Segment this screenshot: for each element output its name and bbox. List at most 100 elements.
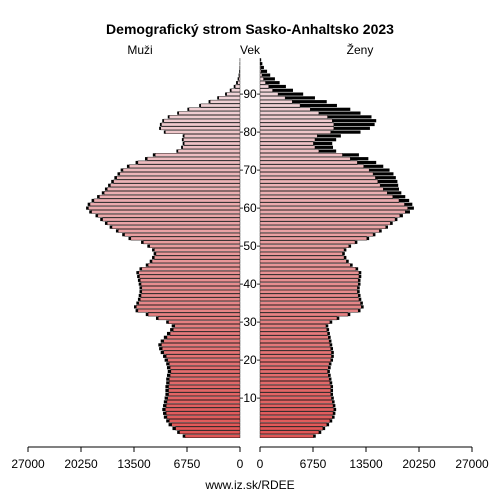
female-bar-age-75	[259, 149, 320, 153]
female-bar-age-82	[259, 122, 335, 127]
male-bar-age-52	[130, 236, 241, 241]
female-bar-age-68	[259, 175, 376, 180]
female-bar-age-20	[259, 358, 331, 362]
male-bar-age-66	[110, 183, 241, 188]
male-bar-age-19	[169, 362, 241, 366]
females-label: Ženy	[347, 42, 374, 57]
age-tick-label-70: 70	[243, 163, 257, 177]
female-bar-age-34	[259, 305, 362, 309]
male-bar-age-94	[238, 77, 241, 81]
male-bar-age-16	[169, 373, 241, 378]
female-excess-bar-age-90	[260, 92, 304, 96]
female-bar-age-89	[259, 96, 286, 100]
female-bar-age-95	[259, 73, 263, 77]
male-bar-age-36	[140, 297, 241, 302]
female-bar-age-43	[259, 270, 360, 275]
male-bar-age-4	[169, 419, 241, 423]
male-bar-age-51	[143, 240, 241, 245]
female-bar-age-48	[259, 251, 343, 256]
female-bar-age-9	[259, 400, 333, 404]
female-bar-age-84	[259, 115, 328, 119]
female-bar-age-63	[259, 194, 393, 199]
female-bar-age-32	[259, 312, 349, 317]
female-bar-age-62	[259, 198, 400, 203]
female-bar-age-57	[259, 217, 396, 222]
female-bar-age-15	[259, 377, 330, 381]
male-bar-age-35	[138, 301, 241, 305]
female-bar-age-7	[259, 407, 335, 412]
male-bar-age-12	[168, 388, 241, 393]
male-bar-age-90	[226, 92, 241, 96]
male-x-tick-label-2: 13500	[117, 457, 151, 471]
female-bar-age-74	[259, 153, 343, 157]
female-bar-age-21	[259, 354, 332, 359]
age-axis: 10 20 30 40 50 60 70 80 90	[240, 87, 260, 405]
male-bar-age-14	[169, 381, 241, 385]
female-excess-bar-age-94	[260, 77, 275, 81]
male-bar-age-74	[154, 153, 241, 157]
female-bar-age-67	[259, 179, 378, 184]
female-bar-age-2	[259, 426, 324, 431]
male-bar-age-80	[165, 130, 241, 134]
female-bar-age-44	[259, 267, 356, 271]
male-bar-age-33	[137, 308, 241, 313]
x-axis: 27000 20250 13500 6750 0 0 6750 13500 20250 27000	[11, 446, 489, 471]
male-bar-age-27	[169, 331, 241, 336]
male-bar-age-48	[155, 251, 241, 256]
male-bar-age-76	[182, 145, 241, 150]
female-bar-age-83	[259, 118, 333, 123]
male-bar-age-87	[200, 103, 241, 108]
males-label: Muži	[127, 43, 152, 57]
female-bar-age-29	[259, 324, 327, 328]
female-bar-age-73	[259, 156, 351, 161]
female-bar-age-52	[259, 236, 367, 241]
male-bar-age-91	[231, 88, 241, 93]
male-bar-age-42	[139, 274, 241, 279]
male-bar-age-6	[165, 411, 241, 416]
female-bar-age-27	[259, 331, 328, 336]
male-bar-age-10	[167, 396, 241, 400]
male-bar-age-68	[116, 175, 241, 180]
female-excess-bar-age-88	[260, 100, 327, 104]
female-bar-age-28	[259, 327, 327, 332]
male-bar-age-15	[169, 377, 241, 381]
male-bar-age-38	[141, 289, 241, 294]
female-bar-age-59	[259, 210, 406, 214]
female-x-tick-label-3: 20250	[402, 457, 436, 471]
female-bar-age-97	[259, 65, 261, 70]
female-bar-age-14	[259, 381, 331, 385]
male-bar-age-95	[239, 73, 241, 77]
male-bar-age-93	[237, 80, 241, 85]
male-bar-age-59	[91, 210, 241, 214]
female-bar-age-70	[259, 168, 370, 172]
female-bar-age-16	[259, 373, 329, 378]
female-bar-age-50	[259, 244, 349, 248]
male-bar-age-69	[119, 172, 241, 176]
chart-title: Demografický strom Sasko-Anhaltsko 2023	[106, 21, 394, 37]
female-bar-age-31	[259, 316, 338, 321]
female-bar-age-66	[259, 183, 381, 188]
female-bar-age-76	[259, 145, 316, 150]
female-bar-age-72	[259, 160, 358, 165]
male-bar-age-5	[166, 415, 241, 419]
male-bar-age-1	[179, 430, 241, 435]
male-bar-age-41	[140, 278, 241, 283]
male-bar-age-20	[167, 358, 241, 362]
female-bar-age-41	[259, 278, 359, 283]
female-excess-bar-age-93	[260, 81, 280, 85]
footer-source: www.iz.sk/RDEE	[204, 478, 294, 492]
female-excess-bar-age-97	[260, 65, 264, 70]
male-bar-age-54	[118, 229, 241, 233]
male-bar-age-89	[218, 96, 241, 100]
female-bar-age-12	[259, 388, 331, 393]
female-bar-age-78	[259, 137, 316, 142]
female-bar-age-91	[259, 88, 273, 93]
female-bar-age-81	[259, 126, 335, 131]
age-tick-label-20: 20	[243, 353, 257, 367]
female-bar-age-96	[259, 69, 262, 74]
female-bar-age-26	[259, 335, 329, 340]
male-bar-age-18	[169, 365, 241, 370]
male-bar-age-11	[168, 392, 241, 397]
male-bar-age-84	[169, 115, 241, 119]
